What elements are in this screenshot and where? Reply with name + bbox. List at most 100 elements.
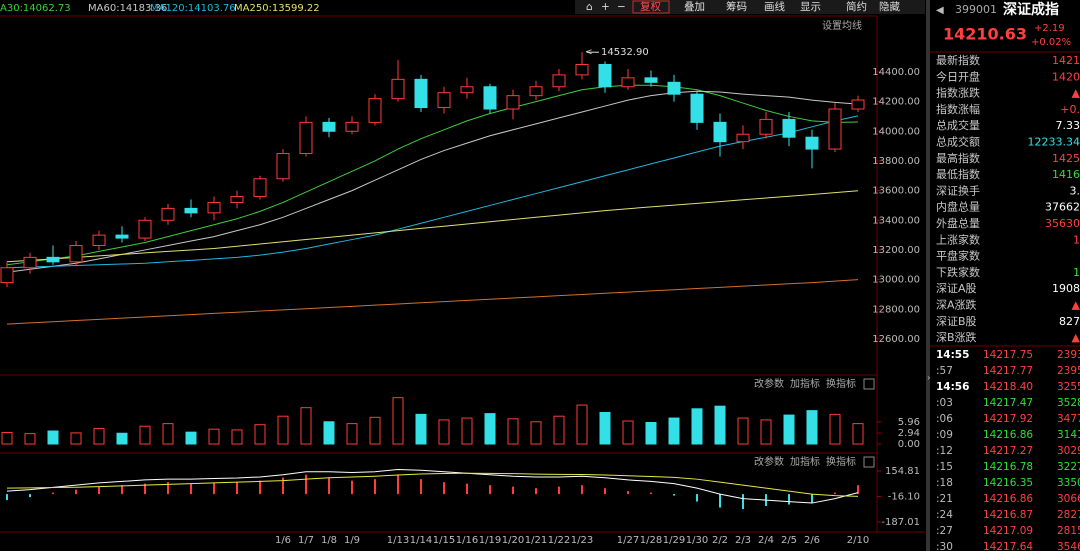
- candle-body: [667, 81, 681, 95]
- prev-arrow[interactable]: ◀: [936, 5, 944, 16]
- volume-bar: [760, 419, 772, 445]
- panel-button[interactable]: 加指标: [790, 377, 820, 390]
- x-tick-label: 1/22: [548, 535, 570, 546]
- panel-button[interactable]: 改参数: [754, 455, 784, 468]
- candle-body: [138, 219, 152, 239]
- ma-setting[interactable]: 设置均线: [822, 19, 862, 32]
- row-value: 3.: [1070, 184, 1080, 197]
- toolbar-button[interactable]: 叠加: [684, 1, 705, 13]
- row-label: 深证A股: [936, 282, 977, 295]
- candle-body: [276, 153, 290, 180]
- macd-line: [6, 468, 859, 504]
- row-label: 下跌家数: [936, 265, 980, 279]
- x-tick-label: 1/28: [640, 535, 662, 546]
- trade-volume: 3350: [1057, 477, 1080, 489]
- x-tick-label: 2/5: [781, 535, 797, 546]
- splitter[interactable]: [926, 0, 930, 551]
- home-icon[interactable]: ⌂: [586, 1, 593, 13]
- x-tick-label: 2/3: [735, 535, 751, 546]
- candle-body: [414, 78, 428, 109]
- ma-label: MA250:13599.22: [234, 3, 320, 14]
- candle-body: [46, 256, 60, 263]
- row-value: 1: [1073, 233, 1080, 246]
- trade-price: 14217.92: [983, 413, 1033, 425]
- toolbar-button[interactable]: 显示: [800, 1, 821, 13]
- toolbar-bg: [575, 0, 925, 14]
- candle-body: [391, 78, 405, 100]
- y-tick-label: 13400.00: [872, 215, 920, 226]
- row-value: 1421: [1052, 54, 1080, 67]
- candle-body: [506, 95, 520, 110]
- ma-line: [6, 279, 859, 325]
- row-value: ▲: [1072, 331, 1080, 344]
- trade-price: 14216.78: [983, 461, 1033, 473]
- y-tick-label: 13800.00: [872, 156, 920, 167]
- row-value: 7.33: [1056, 119, 1080, 132]
- ma-line: [6, 190, 859, 263]
- row-value: ▲: [1072, 87, 1080, 100]
- trade-price: 14217.27: [983, 445, 1033, 457]
- panel-button[interactable]: 加指标: [790, 455, 820, 468]
- quote-price: 14210.63: [943, 25, 1027, 44]
- volume-bar: [576, 404, 588, 445]
- x-tick-label: 1/15: [433, 535, 455, 546]
- ma-label: MA60:14183.36: [88, 3, 167, 14]
- toolbar-button[interactable]: 简约: [846, 0, 867, 13]
- trade-price: 14217.47: [983, 397, 1033, 409]
- zoom-in[interactable]: +: [601, 1, 610, 13]
- trade-price: 14216.86: [983, 493, 1033, 505]
- candle-body: [230, 196, 244, 203]
- toolbar-button[interactable]: 筹码: [726, 0, 747, 13]
- row-label: 指数涨幅: [936, 102, 980, 116]
- candle-body: [690, 93, 704, 123]
- row-label: 总成交额: [936, 135, 980, 149]
- trade-time: :18: [936, 477, 953, 489]
- candle-body: [345, 121, 359, 132]
- row-value: 1908: [1052, 282, 1080, 295]
- trade-time: :12: [936, 445, 953, 457]
- panel-button[interactable]: 换指标: [826, 377, 856, 390]
- toolbar-button[interactable]: 隐藏: [879, 1, 900, 13]
- trade-time: :27: [936, 525, 953, 537]
- candle-body: [828, 108, 842, 150]
- row-label: 深B涨跌: [936, 330, 977, 344]
- panel-button[interactable]: 换指标: [826, 455, 856, 468]
- splitter-arrow[interactable]: ›: [927, 374, 931, 384]
- zoom-out[interactable]: −: [617, 1, 626, 13]
- panel-button[interactable]: 改参数: [754, 377, 784, 390]
- ma-label: MA120:14103.76: [150, 3, 236, 14]
- volume-bar: [277, 415, 289, 445]
- close-box[interactable]: [863, 456, 875, 468]
- ma-line: [6, 115, 859, 269]
- row-value: 1416: [1052, 168, 1080, 181]
- toolbar-button[interactable]: 复权: [640, 0, 661, 13]
- row-value: 12233.34: [1028, 136, 1080, 149]
- candle-body: [69, 244, 83, 263]
- row-value: 37662: [1045, 201, 1080, 214]
- volume-bar: [185, 431, 197, 445]
- trade-time: :06: [936, 413, 953, 425]
- volume-bar: [691, 408, 703, 445]
- volume-bar: [507, 418, 519, 445]
- volume-bar: [300, 407, 312, 445]
- y-tick-label: 12800.00: [872, 304, 920, 315]
- candle-body: [460, 86, 474, 94]
- x-tick-label: 1/21: [525, 535, 547, 546]
- close-box[interactable]: [863, 378, 875, 390]
- trade-price: 14217.77: [983, 365, 1033, 377]
- candle-body: [92, 234, 106, 246]
- row-value: 1425: [1052, 152, 1080, 165]
- row-value: 827: [1059, 315, 1080, 328]
- row-label: 最低指数: [936, 167, 980, 181]
- trade-price: 14216.86: [983, 429, 1033, 441]
- candle-body: [851, 99, 865, 110]
- volume-bar: [461, 417, 473, 445]
- toolbar-button[interactable]: 画线: [764, 0, 785, 13]
- candle-body: [437, 92, 451, 109]
- trade-volume: 3477: [1057, 413, 1080, 425]
- row-label: 最新指数: [936, 53, 980, 67]
- volume-bar: [208, 428, 220, 445]
- candle-body: [207, 201, 221, 214]
- trade-price: 14217.09: [983, 525, 1033, 537]
